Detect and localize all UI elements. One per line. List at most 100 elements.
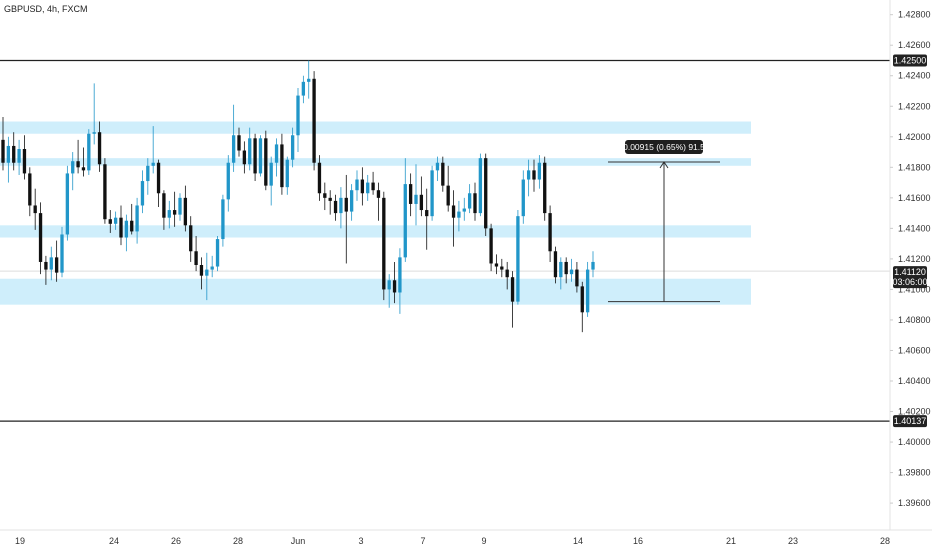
candle: [403, 158, 407, 262]
time-axis[interactable]: 19 24 26 28 Jun 3 7 9 14 16 21 23 28: [15, 536, 890, 546]
price-tick-label: 1.42800: [898, 10, 931, 20]
time-tick-label: 19: [15, 536, 25, 546]
candle-body: [108, 219, 112, 224]
candle-body: [274, 144, 279, 163]
level-price-tag-label: 1.40137: [894, 416, 927, 426]
candle-body: [210, 266, 214, 270]
candle: [1, 116, 5, 171]
candle-body: [183, 197, 188, 226]
current-price-label: 1.41120: [894, 267, 926, 277]
candle-body: [473, 193, 477, 214]
candle-body: [280, 144, 284, 188]
candle: [457, 200, 461, 232]
candle: [221, 194, 225, 247]
candle-body: [344, 197, 348, 212]
candle-body: [60, 234, 64, 273]
candle-body: [97, 132, 102, 165]
candle: [87, 129, 91, 175]
candle: [92, 83, 96, 145]
candle-body: [151, 162, 155, 166]
candle: [280, 133, 284, 195]
candle-body: [500, 266, 504, 270]
candle: [146, 158, 150, 195]
candle: [328, 190, 332, 215]
candle: [564, 257, 568, 284]
candle-body: [408, 184, 413, 204]
candle-body: [221, 199, 225, 240]
candle-body: [38, 213, 43, 262]
candle-body: [119, 217, 123, 238]
candle-body: [301, 81, 306, 96]
candle: [360, 167, 365, 206]
candle: [489, 223, 493, 272]
candle: [189, 216, 193, 262]
candle: [548, 205, 552, 262]
candle-body: [140, 181, 145, 206]
candle-body: [323, 193, 327, 198]
candle-body: [226, 162, 230, 200]
candle-body: [419, 194, 424, 211]
candle: [473, 182, 477, 221]
candle-body: [467, 193, 472, 209]
candle: [258, 135, 263, 177]
candle: [17, 139, 21, 175]
candle: [140, 170, 145, 214]
price-tick-label: 1.40800: [898, 315, 931, 325]
candle: [264, 130, 268, 191]
price-tick-label: 1.41000: [898, 284, 931, 294]
candle: [285, 156, 289, 195]
candle-body: [237, 135, 241, 151]
price-zone: [0, 158, 751, 166]
candle-body: [248, 138, 252, 165]
candle: [484, 153, 488, 236]
candle: [425, 188, 429, 250]
candle: [543, 156, 547, 221]
candle: [408, 173, 413, 217]
candle: [382, 191, 386, 301]
time-tick-label: 28: [880, 536, 890, 546]
candle: [376, 182, 381, 221]
price-tick-label: 1.42600: [898, 40, 931, 50]
candle-body: [269, 162, 273, 186]
candle: [172, 191, 177, 227]
measure-arrow-icon: [659, 161, 669, 169]
time-tick-label: 28: [233, 536, 243, 546]
candle: [130, 203, 134, 235]
candle: [387, 274, 391, 308]
candle-body: [92, 132, 96, 134]
candle: [430, 165, 434, 221]
price-zone: [0, 225, 751, 238]
candle: [339, 187, 343, 229]
candle: [226, 155, 230, 212]
candle: [231, 104, 236, 172]
symbol-title[interactable]: GBPUSD, 4h, FXCM: [4, 4, 88, 14]
level-price-tag: [893, 415, 927, 428]
candle: [344, 174, 348, 264]
candle: [290, 127, 295, 168]
candle: [467, 184, 472, 214]
candle-body: [425, 210, 429, 217]
candle: [398, 248, 402, 314]
measure-label-box: [625, 139, 703, 154]
candle-body: [307, 78, 311, 82]
candlestick-series: [1, 60, 595, 333]
candle: [371, 171, 375, 195]
price-axis[interactable]: 1.42800 1.42600 1.42400 1.42200 1.42000 1.418…: [890, 10, 931, 508]
price-tick-label: 1.41800: [898, 162, 931, 172]
candle-body: [135, 205, 139, 232]
candle: [366, 174, 370, 201]
candle: [301, 75, 306, 104]
time-tick-label: Jun: [291, 536, 306, 546]
candle-body: [124, 220, 129, 238]
candle: [510, 271, 515, 328]
candle: [532, 159, 536, 192]
candle: [60, 226, 64, 278]
candle: [323, 182, 327, 211]
candle-body: [489, 228, 493, 264]
candle: [307, 60, 311, 99]
candle: [28, 167, 32, 217]
price-range-measure[interactable]: 0.00915 (0.65%) 91.5: [608, 139, 720, 303]
